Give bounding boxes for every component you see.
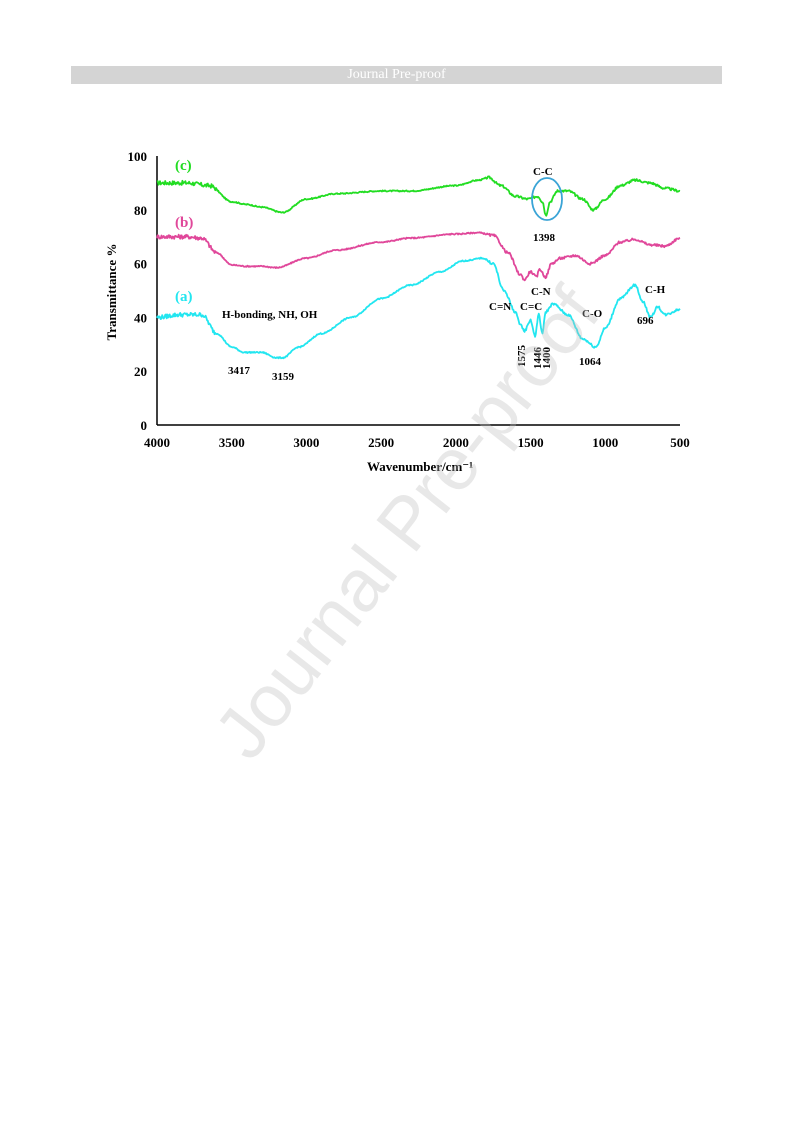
series-label-b: (b)	[175, 215, 193, 231]
annotation-c-n: C-N	[531, 286, 551, 298]
annotation-3417: 3417	[228, 365, 251, 377]
journal-header-title: Journal Pre-proof	[347, 67, 446, 82]
x-tick-label: 2000	[443, 435, 469, 450]
x-tick-label: 500	[670, 435, 690, 450]
series-label-c: (c)	[175, 158, 192, 174]
series-label-a: (a)	[175, 289, 193, 305]
series-line-c	[156, 175, 681, 217]
annotation-c-o: C-O	[582, 308, 603, 320]
annotation-c-c-double: C=C	[520, 301, 542, 313]
annotation-1575: 1575	[516, 345, 528, 368]
y-tick-label: 100	[128, 149, 148, 164]
y-tick-label: 60	[134, 257, 147, 272]
x-tick-label: 3000	[293, 435, 319, 450]
annotation-1400: 1400	[541, 347, 553, 370]
x-tick-label: 2500	[368, 435, 394, 450]
annotation-696: 696	[637, 315, 654, 327]
journal-header-bar: Journal Pre-proof	[71, 66, 722, 84]
annotation-1446: 1446	[532, 347, 544, 370]
y-axis-label: Transmittance %	[104, 244, 119, 341]
chart-series	[156, 175, 681, 360]
x-tick-label: 3500	[219, 435, 245, 450]
series-line-a	[156, 256, 681, 360]
x-axis-label: Wavenumber/cm⁻¹	[367, 459, 473, 474]
annotation-1064: 1064	[579, 356, 602, 368]
annotation-3159: 3159	[272, 371, 295, 383]
annotation-c-c: C-C	[533, 166, 553, 178]
y-tick-label: 80	[134, 203, 147, 218]
annotation-c-h: C-H	[645, 284, 666, 296]
series-line-b	[156, 231, 681, 282]
c-c-highlight-ellipse	[531, 177, 563, 221]
annotation-1398: 1398	[533, 232, 556, 244]
y-tick-label: 40	[134, 310, 147, 325]
x-tick-label: 1000	[592, 435, 618, 450]
annotation-c-n-double: C=N	[489, 301, 511, 313]
x-tick-label: 1500	[518, 435, 544, 450]
chart-axes	[156, 156, 680, 426]
chart-ticks: 4000 3500 3000 2500 2000 1500 1000 500 0 20 40 60 80…	[128, 149, 690, 450]
annotation-h-bonding: H-bonding, NH, OH	[222, 309, 318, 321]
x-tick-label: 4000	[144, 435, 170, 450]
y-tick-label: 0	[141, 418, 148, 433]
y-tick-label: 20	[134, 364, 147, 379]
